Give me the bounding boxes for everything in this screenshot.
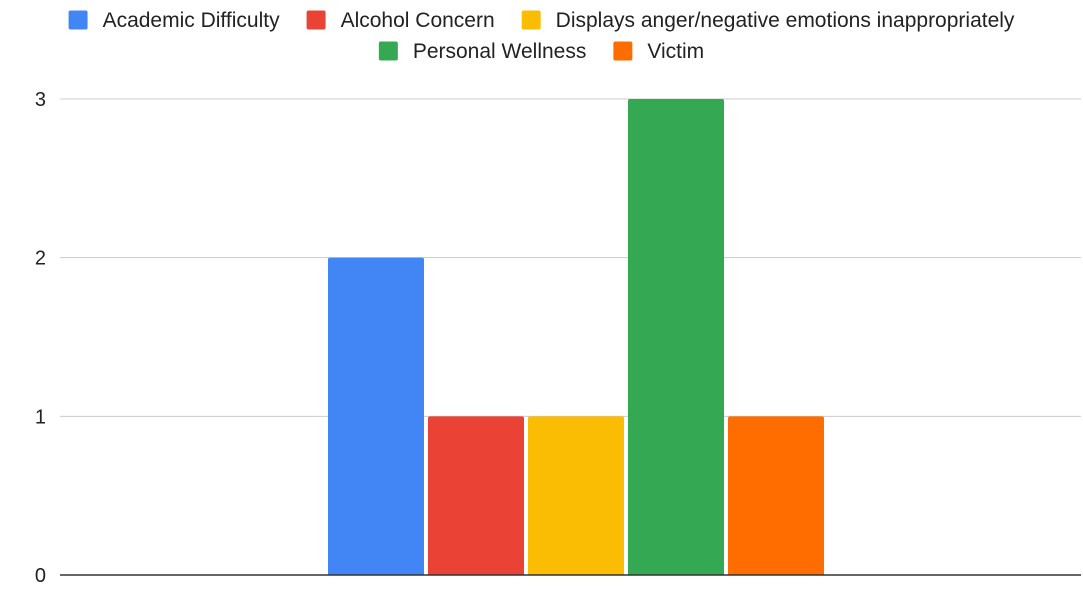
legend-swatch-victim bbox=[613, 41, 633, 61]
legend-label-alcohol-concern: Alcohol Concern bbox=[341, 9, 495, 32]
bar-personal-wellness[interactable] bbox=[628, 99, 724, 575]
legend-swatch-academic-difficulty bbox=[68, 10, 88, 30]
bar-academic-difficulty[interactable] bbox=[328, 257, 424, 575]
legend-item-displays-anger-negative-emotions-inappropriately[interactable]: Displays anger/negative emotions inappro… bbox=[521, 9, 1015, 32]
gridlines bbox=[60, 98, 1081, 417]
legend-label-personal-wellness: Personal Wellness bbox=[413, 40, 587, 63]
legend-label-academic-difficulty: Academic Difficulty bbox=[103, 9, 281, 32]
legend-label-victim: Victim bbox=[647, 40, 704, 63]
bar-victim[interactable] bbox=[728, 416, 824, 575]
y-tick-label-0: 0 bbox=[35, 565, 46, 584]
bar-alcohol-concern[interactable] bbox=[428, 416, 524, 575]
bar-displays-anger-negative-emotions-inappropriately[interactable] bbox=[528, 416, 624, 575]
legend-item-alcohol-concern[interactable]: Alcohol Concern bbox=[306, 9, 495, 32]
legend-swatch-personal-wellness bbox=[378, 41, 398, 61]
y-tick-label-2: 2 bbox=[35, 248, 46, 270]
legend-item-academic-difficulty[interactable]: Academic Difficulty bbox=[68, 9, 281, 32]
legend-swatch-alcohol-concern bbox=[306, 10, 326, 30]
y-tick-label-1: 1 bbox=[35, 406, 46, 428]
legend: Academic Difficulty Alcohol Concern Displa… bbox=[68, 9, 1015, 63]
legend-item-victim[interactable]: Victim bbox=[613, 40, 704, 63]
legend-item-personal-wellness[interactable]: Personal Wellness bbox=[378, 40, 587, 63]
bars bbox=[328, 99, 824, 575]
y-tick-label-3: 3 bbox=[35, 89, 46, 111]
legend-label-displays-anger-negative-emotions-inappropriately: Displays anger/negative emotions inappro… bbox=[556, 9, 1015, 32]
y-axis: 0 1 2 3 bbox=[35, 89, 46, 587]
legend-swatch-displays-anger-negative-emotions-inappropriately bbox=[521, 10, 541, 30]
